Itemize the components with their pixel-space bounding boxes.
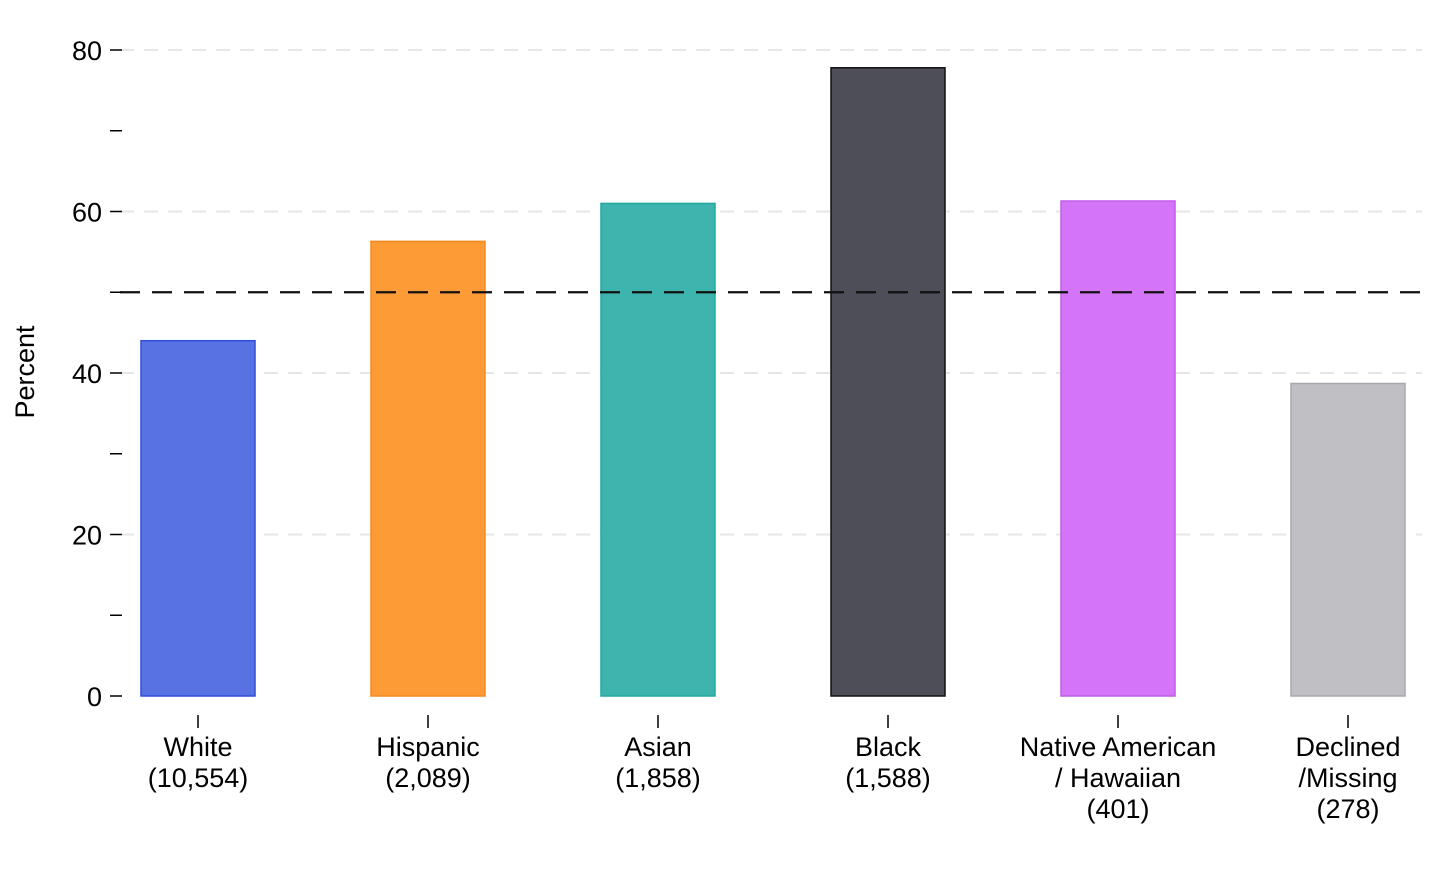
bar	[1060, 200, 1176, 697]
x-axis: White (10,554) Hispanic (2,089) Asian (1,858)…	[148, 715, 1401, 824]
x-tick-label: Black (1,588)	[845, 732, 931, 793]
x-tick-label: Hispanic (2,089)	[376, 732, 480, 793]
y-tick-label: 40	[72, 359, 102, 389]
bar	[140, 339, 256, 697]
y-axis-title: Percent	[10, 325, 40, 419]
y-tick-label: 0	[87, 682, 102, 712]
y-tick-label: 80	[72, 36, 102, 66]
bar	[600, 202, 716, 697]
y-tick-label: 20	[72, 521, 102, 551]
y-tick-label: 60	[72, 198, 102, 228]
y-axis: 0 20 40 60 80	[72, 36, 122, 712]
bar	[830, 67, 946, 697]
grid-lines	[120, 49, 1422, 536]
x-tick-label: Asian (1,858)	[615, 732, 701, 793]
x-tick-label: White (10,554)	[148, 732, 249, 793]
bar	[1290, 382, 1406, 697]
bars	[140, 67, 1406, 697]
x-tick-label: Native American / Hawaiian (401)	[1020, 732, 1217, 824]
x-tick-label: Declined/Missing (278)	[1295, 732, 1400, 824]
bar	[370, 240, 486, 697]
